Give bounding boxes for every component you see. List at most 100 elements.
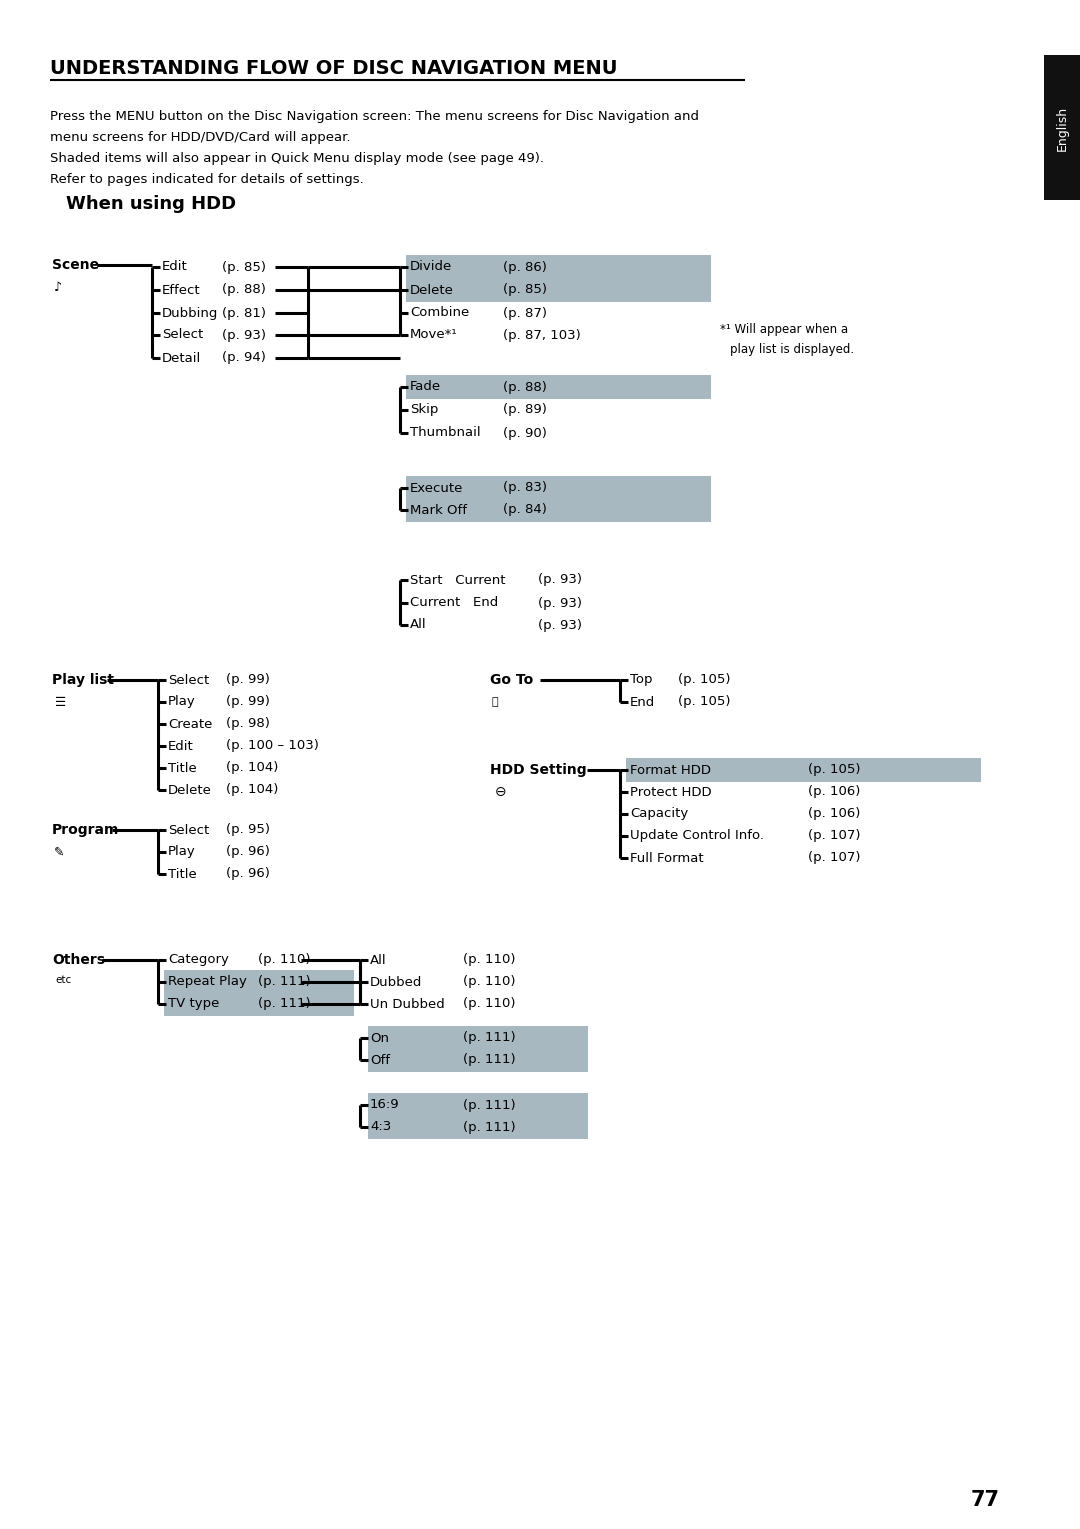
Text: Top: Top (630, 673, 652, 687)
Text: Combine: Combine (410, 306, 469, 320)
Text: (p. 105): (p. 105) (808, 763, 861, 777)
Text: When using HDD: When using HDD (66, 196, 237, 213)
Text: (p. 111): (p. 111) (258, 976, 311, 989)
Text: (p. 90): (p. 90) (503, 427, 546, 439)
Text: Category: Category (168, 954, 229, 966)
Text: Play: Play (168, 696, 195, 708)
Text: (p. 111): (p. 111) (463, 1121, 515, 1133)
Bar (164, 992, 354, 1015)
Text: ✎: ✎ (54, 846, 65, 858)
Bar (626, 758, 981, 781)
Bar (164, 969, 354, 994)
Text: Scene: Scene (52, 258, 99, 272)
Text: Divide: Divide (410, 260, 453, 274)
Text: TV type: TV type (168, 997, 219, 1011)
Text: Update Control Info.: Update Control Info. (630, 830, 764, 842)
Text: play list is displayed.: play list is displayed. (730, 344, 854, 356)
Text: (p. 94): (p. 94) (222, 352, 266, 364)
Text: (p. 104): (p. 104) (226, 783, 279, 797)
Text: Full Format: Full Format (630, 852, 704, 864)
Text: (p. 107): (p. 107) (808, 830, 861, 842)
Text: (p. 96): (p. 96) (226, 846, 270, 858)
Text: Execute: Execute (410, 482, 463, 494)
Text: Select: Select (168, 673, 210, 687)
Text: 16:9: 16:9 (370, 1098, 400, 1112)
Text: Current   End: Current End (410, 596, 498, 610)
Text: Title: Title (168, 867, 197, 881)
Text: Off: Off (370, 1053, 390, 1067)
Text: ♪: ♪ (54, 280, 62, 294)
Text: Delete: Delete (410, 283, 454, 297)
Text: Un Dubbed: Un Dubbed (370, 997, 445, 1011)
Text: Refer to pages indicated for details of settings.: Refer to pages indicated for details of … (50, 173, 364, 187)
Text: Program: Program (52, 823, 120, 836)
Bar (1044, 55, 1080, 200)
Text: (p. 110): (p. 110) (463, 976, 515, 989)
Text: All: All (370, 954, 387, 966)
Text: (p. 111): (p. 111) (463, 1032, 515, 1044)
Bar (406, 375, 711, 399)
Text: (p. 95): (p. 95) (226, 824, 270, 836)
Text: etc: etc (55, 976, 71, 985)
Text: ⛲: ⛲ (492, 697, 499, 706)
Text: Capacity: Capacity (630, 807, 688, 821)
Text: (p. 85): (p. 85) (222, 260, 266, 274)
Text: Play: Play (168, 846, 195, 858)
Text: Protect HDD: Protect HDD (630, 786, 712, 798)
Text: (p. 98): (p. 98) (226, 717, 270, 731)
Text: Move*¹: Move*¹ (410, 329, 458, 341)
Text: *¹ Will appear when a: *¹ Will appear when a (720, 324, 848, 336)
Text: Dubbing: Dubbing (162, 306, 218, 320)
Bar (406, 476, 711, 500)
Text: (p. 93): (p. 93) (538, 619, 582, 631)
Text: (p. 93): (p. 93) (538, 596, 582, 610)
Text: (p. 87, 103): (p. 87, 103) (503, 329, 581, 341)
Text: All: All (410, 619, 427, 631)
Text: Thumbnail: Thumbnail (410, 427, 481, 439)
Text: (p. 99): (p. 99) (226, 673, 270, 687)
Text: Detail: Detail (162, 352, 201, 364)
Text: Go To: Go To (490, 673, 534, 687)
Text: Mark Off: Mark Off (410, 503, 467, 517)
Text: Edit: Edit (162, 260, 188, 274)
Text: ☰: ☰ (55, 696, 66, 708)
Bar (406, 255, 711, 278)
Text: (p. 93): (p. 93) (538, 573, 582, 587)
Text: (p. 111): (p. 111) (463, 1098, 515, 1112)
Text: (p. 86): (p. 86) (503, 260, 546, 274)
Text: (p. 88): (p. 88) (222, 283, 266, 297)
Text: (p. 83): (p. 83) (503, 482, 546, 494)
Text: Shaded items will also appear in Quick Menu display mode (see page 49).: Shaded items will also appear in Quick M… (50, 151, 544, 165)
Text: Title: Title (168, 761, 197, 775)
Text: UNDERSTANDING FLOW OF DISC NAVIGATION MENU: UNDERSTANDING FLOW OF DISC NAVIGATION ME… (50, 58, 618, 78)
Text: (p. 110): (p. 110) (463, 954, 515, 966)
Text: HDD Setting: HDD Setting (490, 763, 586, 777)
Text: (p. 104): (p. 104) (226, 761, 279, 775)
Bar (406, 278, 711, 303)
Bar (368, 1047, 588, 1072)
Text: Skip: Skip (410, 404, 438, 416)
Text: Select: Select (162, 329, 203, 341)
Text: (p. 100 – 103): (p. 100 – 103) (226, 740, 319, 752)
Text: (p. 111): (p. 111) (463, 1053, 515, 1067)
Text: (p. 96): (p. 96) (226, 867, 270, 881)
Text: (p. 85): (p. 85) (503, 283, 546, 297)
Text: (p. 88): (p. 88) (503, 381, 546, 393)
Bar (368, 1093, 588, 1118)
Text: ⊖: ⊖ (495, 784, 507, 800)
Text: Dubbed: Dubbed (370, 976, 422, 989)
Text: Press the MENU button on the Disc Navigation screen: The menu screens for Disc N: Press the MENU button on the Disc Naviga… (50, 110, 699, 122)
Text: (p. 107): (p. 107) (808, 852, 861, 864)
Text: (p. 111): (p. 111) (258, 997, 311, 1011)
Text: menu screens for HDD/DVD/Card will appear.: menu screens for HDD/DVD/Card will appea… (50, 131, 351, 144)
Text: (p. 110): (p. 110) (258, 954, 311, 966)
Text: (p. 99): (p. 99) (226, 696, 270, 708)
Text: Repeat Play: Repeat Play (168, 976, 247, 989)
Bar (406, 498, 711, 521)
Text: (p. 105): (p. 105) (678, 696, 730, 708)
Bar (368, 1115, 588, 1139)
Text: (p. 93): (p. 93) (222, 329, 266, 341)
Text: (p. 105): (p. 105) (678, 673, 730, 687)
Text: Create: Create (168, 717, 213, 731)
Text: (p. 87): (p. 87) (503, 306, 546, 320)
